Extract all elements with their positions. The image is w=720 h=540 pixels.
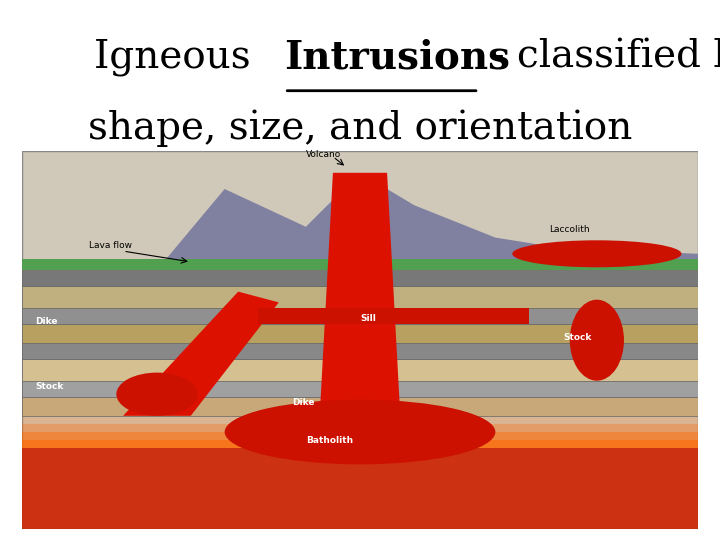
Text: shape, size, and orientation: shape, size, and orientation (88, 110, 632, 147)
Polygon shape (123, 292, 279, 416)
Bar (22, 343, 698, 359)
Polygon shape (22, 173, 698, 270)
Text: Lava flow: Lava flow (89, 241, 132, 251)
Polygon shape (22, 416, 698, 448)
Bar (22, 308, 698, 324)
Polygon shape (258, 308, 529, 324)
FancyBboxPatch shape (22, 151, 698, 529)
Text: Igneous: Igneous (94, 39, 263, 76)
Polygon shape (22, 424, 698, 448)
Bar (22, 259, 698, 270)
Text: Sill: Sill (360, 314, 376, 323)
Text: Stock: Stock (563, 333, 591, 342)
Text: - classified by: - classified by (479, 38, 720, 77)
Bar (22, 324, 698, 343)
Polygon shape (22, 440, 698, 448)
Ellipse shape (513, 240, 681, 267)
Polygon shape (22, 432, 698, 448)
Ellipse shape (225, 400, 495, 464)
Bar (22, 397, 698, 416)
Polygon shape (22, 448, 698, 529)
Text: Batholith: Batholith (306, 436, 353, 445)
Text: Stock: Stock (35, 382, 63, 391)
Bar (22, 359, 698, 381)
Ellipse shape (117, 373, 197, 416)
Bar (22, 381, 698, 397)
Bar (22, 286, 698, 308)
Text: Dike: Dike (292, 398, 315, 407)
Ellipse shape (570, 300, 624, 381)
Text: Dike: Dike (35, 317, 58, 326)
Text: Intrusions: Intrusions (284, 38, 510, 77)
Text: Volcano: Volcano (306, 150, 341, 159)
Text: Laccolith: Laccolith (549, 225, 590, 234)
Polygon shape (320, 173, 400, 421)
Bar (22, 270, 698, 286)
